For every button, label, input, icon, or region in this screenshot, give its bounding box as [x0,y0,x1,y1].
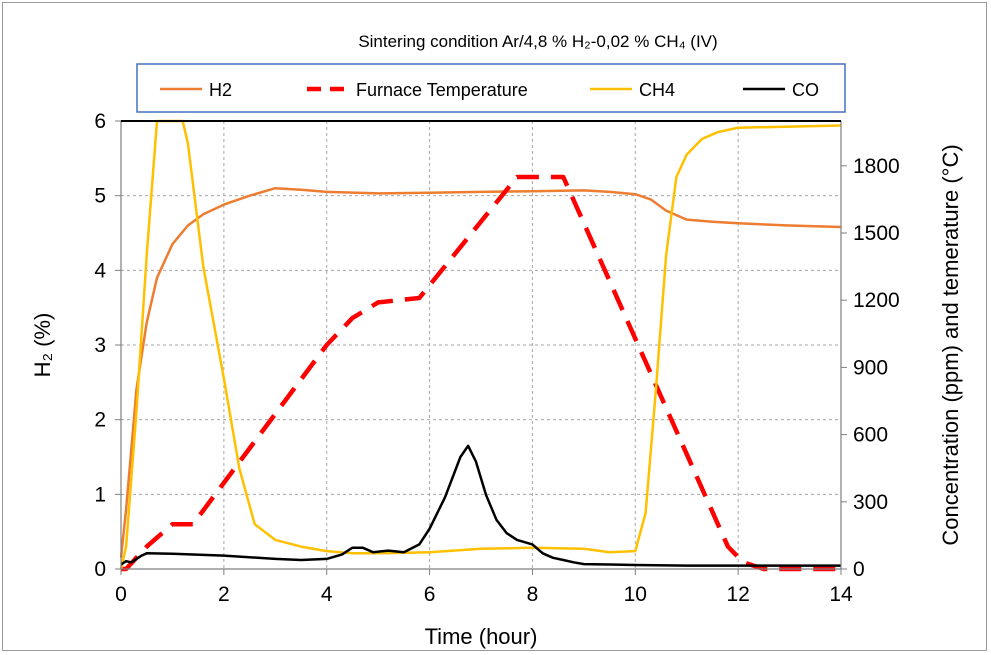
x-tick-label: 0 [115,583,127,606]
x-tick-label: 4 [321,583,333,606]
series-h2-line [119,186,842,558]
legend: H2 Furnace Temperature CH4 CO [136,63,846,113]
series-layer [119,119,842,572]
y-left-tick-label: 6 [94,110,106,133]
y-left-tick-label: 0 [94,558,106,581]
y-right-tick-label: 900 [853,356,888,379]
y-axis-right-label: Concentration (ppm) and temerature (°C) [938,144,963,545]
x-axis-label: Time (hour) [425,624,538,649]
legend-label: CO [792,80,819,100]
y-right-tick-label: 1500 [853,222,900,245]
y-left-tick-label: 5 [94,185,106,208]
y-axis-left-label: H₂ (%) [30,313,55,378]
grid [121,121,841,569]
y-left-tick-label: 2 [94,409,106,432]
y-right-tick-label: 300 [853,491,888,514]
legend-label: CH4 [639,80,675,100]
legend-label: Furnace Temperature [356,80,528,100]
x-tick-label: 2 [218,583,230,606]
y-right-tick-label: 600 [853,424,888,447]
x-tick-label: 10 [624,583,647,606]
y-left-tick-label: 4 [94,259,106,282]
y-right-tick-label: 1800 [853,155,900,178]
x-tick-label: 14 [829,583,853,606]
y-left-tick-label: 3 [94,334,106,357]
series-co-line [120,444,841,567]
x-tick-label: 6 [424,583,436,606]
series-furnace-temperature-line [121,174,841,572]
x-tick-label: 12 [726,583,749,606]
legend-box [136,63,846,113]
legend-label: H2 [209,80,232,100]
chart-title: Sintering condition Ar/4,8 % H₂-0,02 % C… [358,32,717,51]
y-left-tick-label: 1 [94,483,106,506]
y-right-tick-label: 0 [853,558,865,581]
x-tick-label: 8 [527,583,539,606]
y-right-tick-label: 1200 [853,289,900,312]
